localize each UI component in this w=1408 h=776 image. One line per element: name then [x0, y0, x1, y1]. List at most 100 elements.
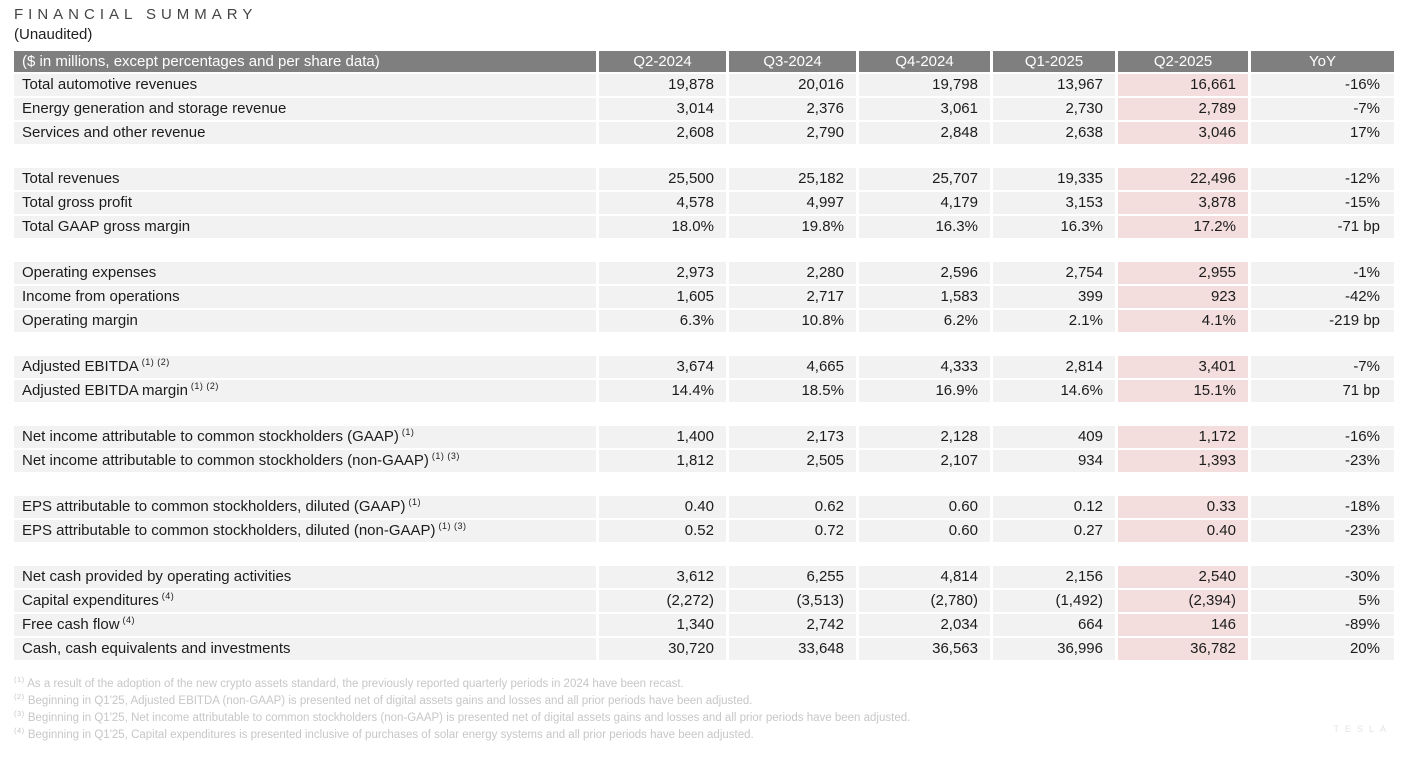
table-row: Net income attributable to common stockh… — [14, 450, 1394, 472]
cell-value: (3,513) — [726, 590, 856, 612]
yoy-value: -7% — [1248, 98, 1394, 120]
row-label: Net cash provided by operating activitie… — [14, 566, 596, 588]
cell-value: 0.60 — [856, 496, 990, 518]
footnote-marker: (3) — [14, 709, 25, 719]
table-body: Total automotive revenues 19,878 20,016 19,… — [14, 74, 1394, 660]
cell-value: 3,061 — [856, 98, 990, 120]
cell-value: 399 — [990, 286, 1115, 308]
cell-value: 0.12 — [990, 496, 1115, 518]
yoy-value: -18% — [1248, 496, 1394, 518]
cell-value: 36,996 — [990, 638, 1115, 660]
table-group: Net cash provided by operating activitie… — [14, 566, 1394, 660]
cell-value: 2,608 — [596, 122, 726, 144]
cell-value: 30,720 — [596, 638, 726, 660]
row-label: Income from operations — [14, 286, 596, 308]
row-label: EPS attributable to common stockholders,… — [14, 496, 596, 518]
cell-value: 4,665 — [726, 356, 856, 378]
table-row: Cash, cash equivalents and investments 30… — [14, 638, 1394, 660]
row-label-text: Adjusted EBITDA — [22, 358, 139, 375]
footnote-line: (1) As a result of the adoption of the n… — [14, 676, 1394, 693]
cell-value: 33,648 — [726, 638, 856, 660]
row-label: EPS attributable to common stockholders,… — [14, 520, 596, 542]
cell-value: 4.1% — [1115, 310, 1248, 332]
cell-value: 0.40 — [1115, 520, 1248, 542]
row-label: Operating expenses — [14, 262, 596, 284]
cell-value: 2,156 — [990, 566, 1115, 588]
footnote-reference: (1) (2) — [138, 357, 170, 367]
footnote-text: Beginning in Q1'25, Capital expenditures… — [24, 729, 754, 741]
cell-value: 0.27 — [990, 520, 1115, 542]
row-label-text: Capital expenditures — [22, 592, 159, 609]
row-label: Services and other revenue — [14, 122, 596, 144]
column-header-q1-2025: Q1-2025 — [990, 51, 1115, 72]
table-row: Total revenues 25,500 25,182 25,707 19,335 22… — [14, 168, 1394, 190]
yoy-value: -1% — [1248, 262, 1394, 284]
row-label-text: Energy generation and storage revenue — [22, 100, 287, 117]
row-label: Adjusted EBITDA margin (1) (2) — [14, 380, 596, 402]
cell-value: 25,500 — [596, 168, 726, 190]
row-label-text: Net income attributable to common stockh… — [22, 428, 399, 445]
footnote-marker: (4) — [14, 726, 25, 736]
yoy-value: 17% — [1248, 122, 1394, 144]
table-header-row: ($ in millions, except percentages and p… — [14, 51, 1394, 72]
cell-value: 3,612 — [596, 566, 726, 588]
footnote-reference: (1) — [398, 427, 415, 437]
cell-value: 4,997 — [726, 192, 856, 214]
cell-value: 923 — [1115, 286, 1248, 308]
cell-value: 22,496 — [1115, 168, 1248, 190]
yoy-value: -42% — [1248, 286, 1394, 308]
row-label-text: Operating margin — [22, 312, 138, 329]
table-row: Energy generation and storage revenue 3,0… — [14, 98, 1394, 120]
cell-value: 3,401 — [1115, 356, 1248, 378]
cell-value: 19,335 — [990, 168, 1115, 190]
footnote-text: Beginning in Q1'25, Net income attributa… — [24, 712, 911, 724]
cell-value: 3,674 — [596, 356, 726, 378]
table-row: Operating expenses 2,973 2,280 2,596 2,754 2,… — [14, 262, 1394, 284]
cell-value: 0.33 — [1115, 496, 1248, 518]
table-group: Total revenues 25,500 25,182 25,707 19,335 22… — [14, 168, 1394, 238]
cell-value: 25,182 — [726, 168, 856, 190]
cell-value: 3,878 — [1115, 192, 1248, 214]
cell-value: 2.1% — [990, 310, 1115, 332]
cell-value: 20,016 — [726, 74, 856, 96]
cell-value: 18.5% — [726, 380, 856, 402]
cell-value: 15.1% — [1115, 380, 1248, 402]
table-row: Total automotive revenues 19,878 20,016 19,… — [14, 74, 1394, 96]
cell-value: 2,790 — [726, 122, 856, 144]
cell-value: 664 — [990, 614, 1115, 636]
table-group: Operating expenses 2,973 2,280 2,596 2,754 2,… — [14, 262, 1394, 332]
cell-value: 16.3% — [990, 216, 1115, 238]
footnote-reference: (1) — [405, 497, 422, 507]
yoy-value: -12% — [1248, 168, 1394, 190]
cell-value: 2,717 — [726, 286, 856, 308]
cell-value: 409 — [990, 426, 1115, 448]
row-label: Free cash flow (4) — [14, 614, 596, 636]
financial-summary-table: ($ in millions, except percentages and p… — [14, 51, 1394, 660]
cell-value: 1,340 — [596, 614, 726, 636]
cell-value: 0.60 — [856, 520, 990, 542]
row-label-text: Total automotive revenues — [22, 76, 198, 93]
footnote-reference: (1) (3) — [428, 451, 460, 461]
table-row: Services and other revenue 2,608 2,790 2,84… — [14, 122, 1394, 144]
cell-value: 2,173 — [726, 426, 856, 448]
footnote-reference: (1) (2) — [187, 381, 219, 391]
cell-value: 934 — [990, 450, 1115, 472]
cell-value: 16.9% — [856, 380, 990, 402]
row-label-text: EPS attributable to common stockholders,… — [22, 522, 436, 539]
cell-value: 18.0% — [596, 216, 726, 238]
cell-value: 2,376 — [726, 98, 856, 120]
cell-value: 1,812 — [596, 450, 726, 472]
cell-value: 2,280 — [726, 262, 856, 284]
yoy-value: -219 bp — [1248, 310, 1394, 332]
cell-value: 19,798 — [856, 74, 990, 96]
cell-value: 2,107 — [856, 450, 990, 472]
cell-value: 2,730 — [990, 98, 1115, 120]
footnote-marker: (1) — [14, 675, 25, 685]
yoy-value: -15% — [1248, 192, 1394, 214]
cell-value: 6,255 — [726, 566, 856, 588]
cell-value: 6.2% — [856, 310, 990, 332]
cell-value: 2,596 — [856, 262, 990, 284]
cell-value: 36,563 — [856, 638, 990, 660]
yoy-value: -7% — [1248, 356, 1394, 378]
row-label: Operating margin — [14, 310, 596, 332]
